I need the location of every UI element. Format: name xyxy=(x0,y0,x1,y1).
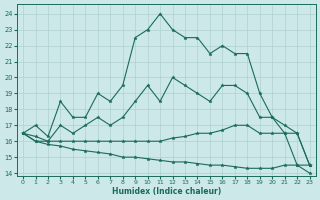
X-axis label: Humidex (Indice chaleur): Humidex (Indice chaleur) xyxy=(112,187,221,196)
